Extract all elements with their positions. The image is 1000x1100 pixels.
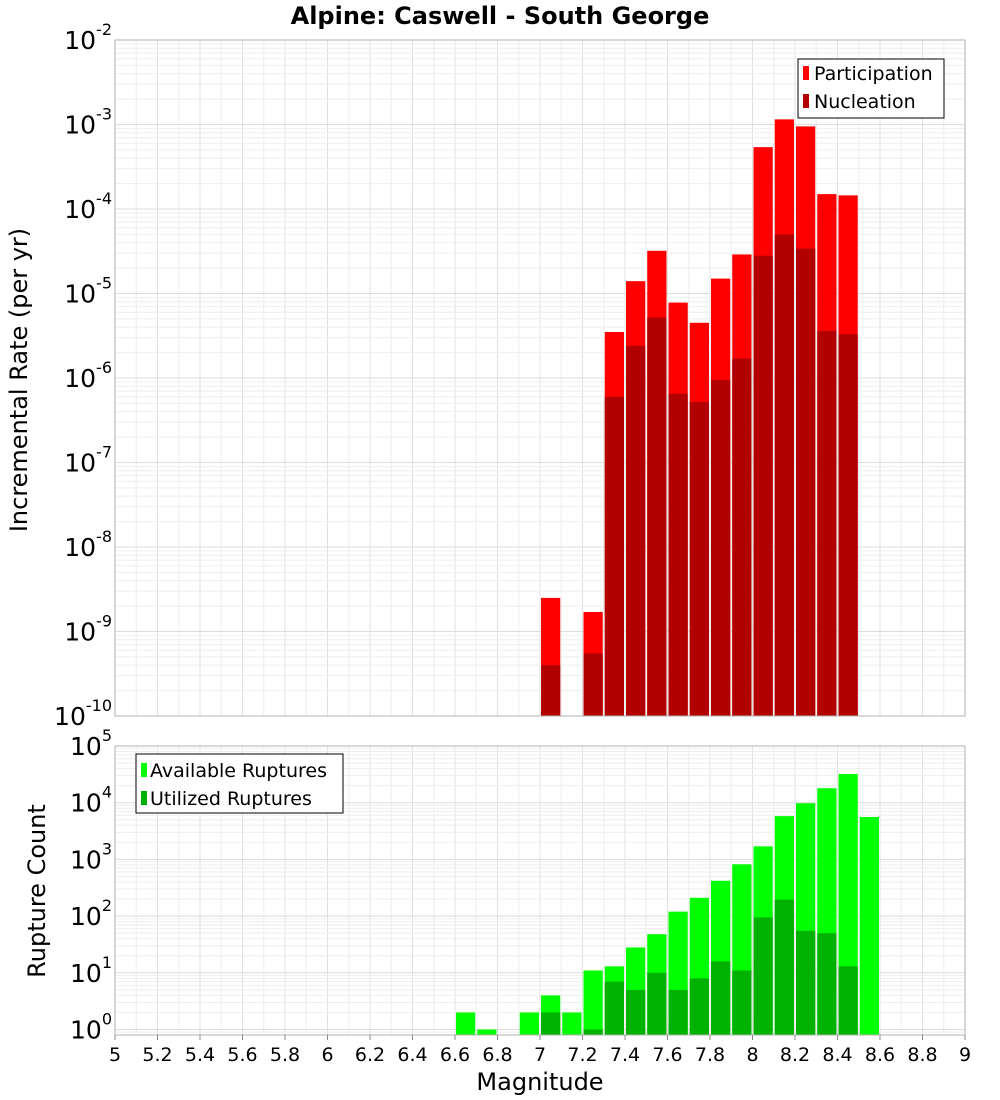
rate-y-ticks: 10-10 10-9 10-8 10-7 10-6 10-5 10-4 10-3 10-2 [54,20,112,731]
bar-available-ruptures [519,1012,539,1035]
rate-legend: Participation Nucleation [797,58,945,119]
bar-nucleation [604,396,624,716]
x-tick-label: 6.2 [355,1044,385,1066]
x-tick-label: 8.8 [907,1044,937,1066]
x-tick-label: 8 [746,1044,758,1066]
x-tick-label: 9 [959,1044,971,1066]
x-axis-label: Magnitude [476,1068,603,1096]
count-panel: 100 101 102 103 104 105 5 5.2 5.4 5.6 5.8 6 6.2 6.4 6… [23,726,971,1096]
bar-utilized-ruptures [541,1012,561,1035]
count-y-ticks: 100 101 102 103 104 105 [70,726,112,1045]
x-tick-label: 7.6 [652,1044,682,1066]
y-tick-label: 105 [70,726,112,761]
y-tick-label: 10-8 [64,527,112,562]
legend-label-utilized-ruptures: Utilized Ruptures [150,788,312,810]
x-tick-label: 7 [534,1044,546,1066]
y-tick-label: 100 [70,1010,112,1045]
y-tick-label: 10-6 [64,358,112,393]
count-bars [456,774,879,1035]
bar-utilized-ruptures [796,930,816,1035]
bar-available-ruptures [477,1029,497,1035]
legend-label-available-ruptures: Available Ruptures [150,760,327,782]
bar-nucleation [689,401,709,716]
bar-utilized-ruptures [604,981,624,1035]
x-tick-label: 7.2 [567,1044,597,1066]
bar-utilized-ruptures [774,899,794,1035]
bar-nucleation [838,334,858,716]
x-tick-label: 5.4 [185,1044,215,1066]
rate-bars [541,119,858,717]
y-tick-label: 10-2 [64,20,112,55]
y-tick-label: 103 [70,839,112,874]
bar-nucleation [796,248,816,716]
bar-utilized-ruptures [668,989,688,1035]
bar-nucleation [647,317,667,716]
y-tick-label: 10-10 [54,696,112,731]
bar-utilized-ruptures [583,1029,603,1035]
bar-utilized-ruptures [838,966,858,1035]
rate-gridlines [114,39,966,717]
bar-available-ruptures [583,970,603,1035]
x-tick-label: 6.6 [440,1044,470,1066]
y-tick-label: 10-4 [64,189,112,224]
bar-utilized-ruptures [732,970,752,1035]
y-tick-label: 10-5 [64,274,112,309]
legend-swatch-available-ruptures [141,763,147,777]
bar-utilized-ruptures [817,933,837,1035]
chart-title: Alpine: Caswell - South George [291,2,710,30]
y-tick-label: 10-3 [64,105,112,140]
bar-utilized-ruptures [753,917,773,1035]
bar-nucleation [817,330,837,716]
bar-utilized-ruptures [647,972,667,1035]
legend-swatch-participation [803,66,809,80]
legend-swatch-utilized-ruptures [141,791,147,805]
x-tick-label: 8.6 [865,1044,895,1066]
bar-nucleation [583,653,603,716]
bar-nucleation [541,665,561,716]
x-tick-label: 5 [109,1044,121,1066]
y-tick-label: 101 [70,953,112,988]
x-tick-label: 7.4 [610,1044,640,1066]
y-tick-label: 10-9 [64,612,112,647]
bar-utilized-ruptures [689,978,709,1035]
bar-nucleation [774,234,794,717]
bar-nucleation [732,358,752,716]
x-tick-label: 6.4 [397,1044,427,1066]
bar-nucleation [711,379,731,716]
x-tick-label: 5.6 [227,1044,257,1066]
y-tick-label: 102 [70,896,112,931]
rate-panel: 10-10 10-9 10-8 10-7 10-6 10-5 10-4 10-3 10-2 In… [5,20,966,731]
bar-utilized-ruptures [711,961,731,1035]
y-tick-label: 10-7 [64,443,112,478]
bar-nucleation [753,255,773,716]
bar-utilized-ruptures [626,989,646,1035]
legend-label-participation: Participation [814,63,933,85]
x-tick-label: 8.2 [780,1044,810,1066]
x-ticks: 5 5.2 5.4 5.6 5.8 6 6.2 6.4 6.6 6.8 7 7.2 7.4 7.6 7.8 8… [109,1035,971,1066]
bar-available-ruptures [859,816,879,1035]
x-tick-label: 5.2 [142,1044,172,1066]
count-y-axis-label: Rupture Count [23,804,51,978]
x-tick-label: 6.8 [482,1044,512,1066]
y-tick-label: 104 [70,783,112,818]
x-tick-label: 6 [321,1044,333,1066]
bar-available-ruptures [456,1012,476,1035]
legend-label-nucleation: Nucleation [814,91,916,113]
bar-nucleation [668,393,688,716]
x-tick-label: 5.8 [270,1044,300,1066]
legend-swatch-nucleation [803,94,809,108]
bar-nucleation [626,345,646,716]
rate-y-axis-label: Incremental Rate (per yr) [5,228,33,532]
x-tick-label: 7.8 [695,1044,725,1066]
bar-available-ruptures [562,1012,582,1035]
x-tick-label: 8.4 [822,1044,852,1066]
count-legend: Available Ruptures Utilized Ruptures [135,753,344,814]
